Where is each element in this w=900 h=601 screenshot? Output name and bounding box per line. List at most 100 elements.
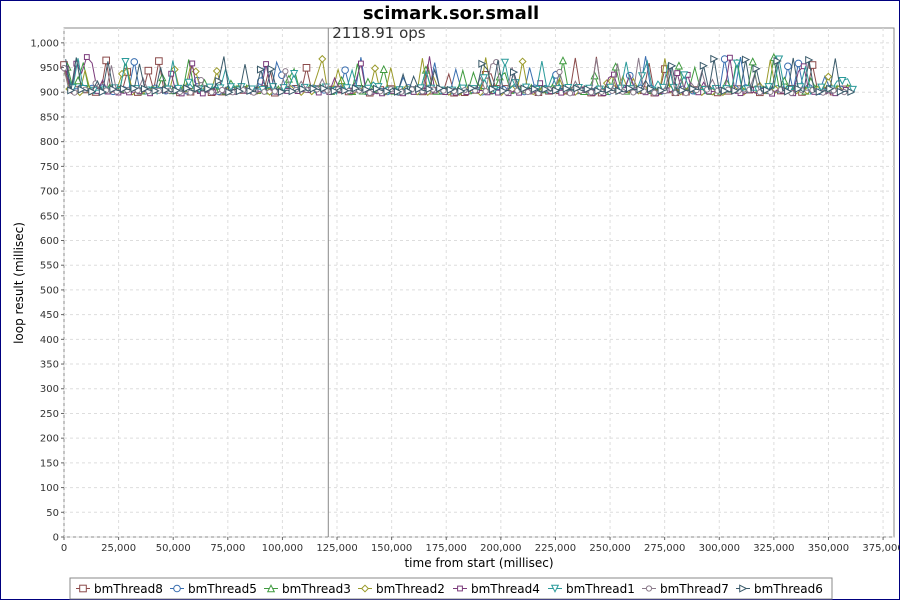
data-point-bmThread6 — [98, 87, 108, 97]
legend-label-bmThread5: bmThread5 — [188, 582, 257, 596]
data-point-bmThread1 — [479, 74, 489, 83]
data-point-bmThread6 — [457, 87, 466, 96]
data-point-bmThread1 — [226, 83, 235, 92]
y-tick-label: 950 — [40, 63, 59, 74]
legend-marker-bmThread8 — [79, 584, 87, 593]
data-point-bmThread6 — [668, 61, 677, 70]
data-point-bmThread6 — [88, 87, 97, 96]
x-tick-label: 375,000 — [862, 543, 900, 554]
data-point-bmThread5 — [794, 59, 803, 68]
data-point-bmThread7 — [282, 68, 289, 75]
y-tick-label: 450 — [40, 310, 59, 321]
data-point-bmThread6 — [531, 84, 540, 94]
x-tick-label: 225,000 — [535, 543, 576, 554]
data-point-bmThread6 — [436, 84, 445, 93]
data-point-bmThread2 — [318, 54, 327, 63]
data-point-bmThread6 — [362, 85, 371, 94]
legend-label-bmThread3: bmThread3 — [282, 582, 351, 596]
data-point-bmThread6 — [720, 86, 730, 96]
data-point-bmThread6 — [425, 84, 434, 94]
data-point-bmThread4 — [727, 54, 733, 61]
data-point-bmThread6 — [372, 84, 382, 93]
data-point-bmThread6 — [119, 84, 129, 93]
chart-title: scimark.sor.small — [363, 3, 539, 24]
data-point-bmThread6 — [330, 86, 339, 96]
data-point-bmThread8 — [302, 63, 311, 72]
data-point-bmThread6 — [636, 85, 645, 94]
legend-marker-bmThread7 — [645, 585, 653, 592]
x-tick-label: 75,000 — [210, 543, 245, 554]
x-tick-label: 0 — [61, 543, 67, 554]
data-point-bmThread6 — [794, 84, 803, 93]
y-tick-label: 150 — [40, 458, 59, 469]
data-point-bmThread6 — [583, 84, 593, 94]
y-tick-label: 800 — [40, 137, 59, 148]
data-point-bmThread6 — [520, 84, 529, 93]
data-point-bmThread6 — [805, 55, 814, 65]
series-bmThread6 — [65, 54, 856, 97]
data-point-bmThread7 — [556, 68, 563, 76]
x-tick-label: 175,000 — [426, 543, 467, 554]
data-point-bmThread6 — [278, 87, 287, 97]
data-point-bmThread7 — [482, 88, 489, 95]
data-point-bmThread6 — [288, 87, 297, 96]
y-tick-label: 650 — [40, 211, 59, 222]
x-tick-label: 125,000 — [316, 543, 357, 554]
data-point-bmThread6 — [172, 86, 181, 95]
data-point-bmThread6 — [109, 85, 118, 94]
data-point-bmThread6 — [246, 86, 255, 96]
y-tick-label: 100 — [40, 483, 59, 494]
data-point-bmThread6 — [299, 85, 308, 94]
data-point-bmThread6 — [467, 84, 477, 93]
y-tick-label: 700 — [40, 187, 59, 198]
data-point-bmThread6 — [826, 84, 835, 93]
legend-label-bmThread7: bmThread7 — [660, 582, 729, 596]
data-point-bmThread6 — [141, 84, 150, 93]
data-point-bmThread6 — [320, 84, 329, 93]
data-point-bmThread6 — [847, 87, 856, 97]
legend-box — [69, 577, 833, 600]
data-point-bmThread1 — [268, 83, 278, 92]
data-point-bmThread2 — [370, 64, 380, 73]
data-point-bmThread3 — [158, 73, 167, 82]
y-tick-label: 750 — [40, 162, 59, 173]
y-tick-label: 200 — [40, 434, 59, 445]
data-point-bmThread6 — [404, 87, 413, 96]
plot-area — [63, 27, 895, 538]
data-point-bmThread6 — [183, 84, 192, 93]
data-point-bmThread6 — [615, 86, 624, 96]
x-axis-label: time from start (millisec) — [404, 556, 553, 570]
data-point-bmThread3 — [558, 56, 568, 65]
data-point-bmThread6 — [710, 54, 719, 63]
x-tick-label: 150,000 — [371, 543, 412, 554]
data-point-bmThread6 — [256, 65, 266, 74]
data-point-bmThread6 — [604, 85, 614, 94]
data-point-bmThread7 — [588, 89, 595, 96]
data-point-bmThread6 — [225, 88, 234, 97]
data-point-bmThread1 — [500, 58, 510, 67]
data-point-bmThread6 — [763, 85, 772, 95]
data-point-bmThread7 — [651, 89, 658, 96]
x-tick-label: 300,000 — [699, 543, 740, 554]
data-point-bmThread8 — [102, 56, 110, 65]
data-point-bmThread1 — [680, 71, 689, 80]
y-tick-label: 900 — [40, 88, 59, 99]
data-point-bmThread6 — [836, 87, 846, 96]
data-point-bmThread4 — [358, 60, 364, 67]
series-group — [60, 52, 858, 97]
data-point-bmThread6 — [478, 59, 487, 68]
data-point-bmThread5 — [720, 55, 729, 63]
data-point-bmThread4 — [800, 63, 807, 70]
data-point-bmThread6 — [193, 84, 202, 93]
data-point-bmThread1 — [817, 83, 826, 92]
data-point-bmThread7 — [271, 88, 278, 95]
x-tick-label: 200,000 — [480, 543, 521, 554]
legend-marker-bmThread5 — [173, 584, 181, 593]
data-point-bmThread1 — [279, 84, 288, 93]
data-point-bmThread6 — [214, 76, 224, 86]
data-point-bmThread6 — [625, 84, 635, 93]
data-point-bmThread6 — [731, 86, 740, 95]
data-point-bmThread1 — [184, 78, 193, 87]
